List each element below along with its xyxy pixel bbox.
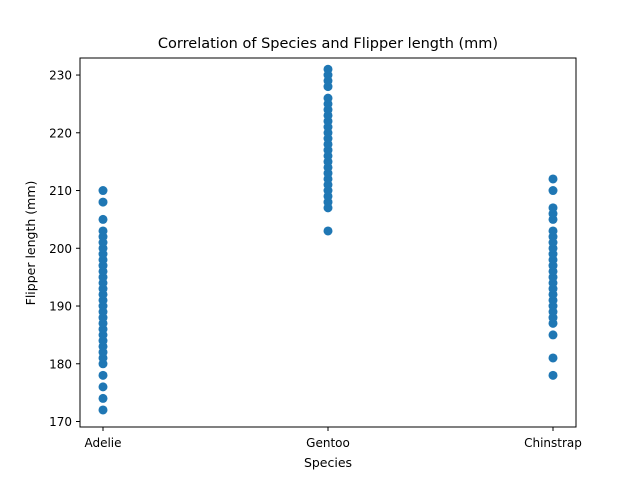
scatter-point [98, 370, 108, 380]
scatter-point [98, 405, 108, 415]
y-tick-label: 170 [49, 415, 72, 429]
x-tick-label: Gentoo [306, 436, 350, 450]
scatter-point [98, 226, 108, 236]
scatter-point [548, 370, 558, 380]
scatter-point [98, 186, 108, 196]
scatter-point [548, 226, 558, 236]
scatter-point [323, 93, 333, 103]
scatter-point [98, 214, 108, 224]
scatter-point [323, 64, 333, 74]
x-tick-label: Chinstrap [524, 436, 582, 450]
y-tick-label: 200 [49, 242, 72, 256]
scatter-point [548, 203, 558, 213]
y-tick-label: 190 [49, 300, 72, 314]
y-axis-label: Flipper length (mm) [23, 181, 38, 306]
y-tick-label: 220 [49, 126, 72, 140]
scatter-point [548, 186, 558, 196]
scatter-point [548, 330, 558, 340]
scatter-point [98, 197, 108, 207]
scatter-point [98, 382, 108, 392]
x-tick-label: Adelie [84, 436, 121, 450]
x-axis: Adelie Gentoo Chinstrap [84, 427, 582, 450]
scatter-point [98, 393, 108, 403]
x-axis-label: Species [304, 455, 352, 470]
y-axis: 170 180 190 200 210 220 230 [49, 69, 80, 429]
chart-title: Correlation of Species and Flipper lengt… [158, 36, 498, 52]
plot-frame [79, 57, 577, 428]
scatter-point [548, 353, 558, 363]
y-tick-label: 230 [49, 69, 72, 83]
plot-marks [98, 64, 558, 415]
scatter-point [323, 226, 333, 236]
y-tick-label: 180 [49, 357, 72, 371]
y-tick-label: 210 [49, 184, 72, 198]
scatter-point [548, 174, 558, 184]
